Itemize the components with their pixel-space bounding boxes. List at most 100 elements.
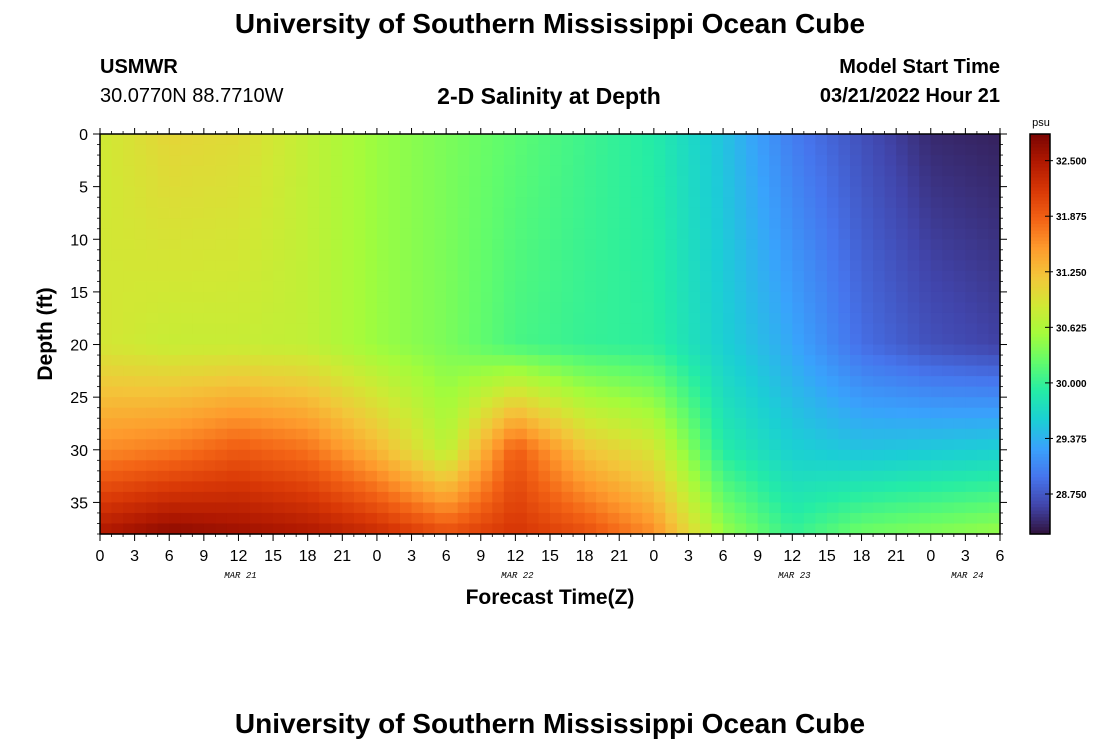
heatmap-cell — [607, 365, 620, 377]
heatmap-cell — [884, 323, 897, 335]
heatmap-cell — [123, 386, 136, 398]
colorbar-segment — [1030, 250, 1050, 255]
heatmap-cell — [584, 186, 597, 198]
heatmap-cell — [215, 344, 228, 356]
heatmap-cell — [296, 449, 309, 461]
heatmap-cell — [203, 291, 216, 304]
heatmap-cell — [434, 323, 447, 335]
heatmap-cell — [907, 165, 920, 177]
heatmap-cell — [619, 228, 632, 240]
heatmap-cell — [296, 134, 309, 146]
heatmap-cell — [307, 176, 320, 188]
heatmap-cell — [261, 239, 274, 251]
heatmap-cell — [861, 512, 874, 525]
heatmap-cell — [596, 281, 609, 293]
heatmap-cell — [157, 512, 170, 525]
heatmap-cell — [226, 418, 240, 430]
heatmap-cell — [573, 312, 586, 325]
heatmap-cell — [688, 502, 701, 514]
heatmap-cell — [976, 270, 990, 282]
heatmap-cell — [953, 512, 966, 525]
heatmap-cell — [607, 428, 620, 440]
heatmap-cell — [261, 281, 274, 293]
heatmap-cell — [850, 418, 863, 430]
heatmap-cell — [330, 249, 343, 261]
heatmap-cell — [734, 239, 747, 251]
colorbar-segment — [1030, 280, 1050, 285]
heatmap-cell — [169, 270, 182, 282]
heatmap-cell — [942, 491, 955, 504]
heatmap-cell — [180, 291, 193, 304]
heatmap-cell — [665, 460, 678, 472]
heatmap-cell — [123, 260, 136, 272]
heatmap-cell — [503, 207, 516, 219]
heatmap-cell — [746, 197, 759, 209]
heatmap-cell — [446, 491, 459, 504]
heatmap-cell — [723, 260, 736, 272]
heatmap-cell — [884, 428, 897, 440]
heatmap-cell — [123, 249, 136, 261]
heatmap-cell — [238, 197, 251, 209]
heatmap-cell — [515, 197, 528, 209]
heatmap-cell — [850, 197, 863, 209]
heatmap-cell — [526, 418, 540, 430]
heatmap-cell — [261, 260, 274, 272]
heatmap-cell — [665, 144, 678, 156]
heatmap-cell — [607, 228, 620, 240]
heatmap-cell — [250, 428, 263, 440]
heatmap-cell — [619, 481, 632, 493]
heatmap-cell — [400, 365, 413, 377]
colorbar-segment — [1030, 407, 1050, 412]
heatmap-cell — [769, 239, 782, 251]
heatmap-cell — [850, 386, 863, 398]
heatmap-cell — [434, 428, 447, 440]
heatmap-cell — [838, 460, 851, 472]
heatmap-cell — [838, 334, 851, 346]
heatmap-cell — [480, 228, 493, 240]
heatmap-cell — [653, 428, 666, 440]
heatmap-cell — [296, 355, 309, 367]
heatmap-cell — [896, 365, 909, 377]
heatmap-cell — [688, 460, 701, 472]
heatmap-cell — [538, 260, 551, 272]
heatmap-cell — [503, 218, 516, 230]
heatmap-cell — [942, 302, 955, 314]
heatmap-cell — [480, 186, 493, 198]
heatmap-cell — [619, 218, 632, 230]
heatmap-cell — [550, 270, 563, 282]
heatmap-cell — [676, 176, 690, 188]
heatmap-cell — [780, 302, 793, 314]
heatmap-cell — [469, 302, 482, 314]
heatmap-cell — [561, 386, 574, 398]
heatmap-cell — [469, 428, 482, 440]
colorbar-segment — [1030, 297, 1050, 302]
heatmap-cell — [653, 344, 666, 356]
heatmap-cell — [826, 155, 840, 167]
colorbar-segment — [1030, 350, 1050, 355]
heatmap-cell — [180, 428, 193, 440]
heatmap-cell — [457, 365, 470, 377]
heatmap-cell — [411, 365, 424, 377]
heatmap-cell — [469, 207, 482, 219]
heatmap-cell — [273, 312, 286, 325]
heatmap-cell — [676, 491, 690, 504]
heatmap-cell — [226, 323, 240, 335]
heatmap-cell — [976, 228, 990, 240]
heatmap-cell — [826, 523, 840, 535]
heatmap-cell — [180, 460, 193, 472]
heatmap-cell — [250, 260, 263, 272]
heatmap-cell — [619, 460, 632, 472]
heatmap-cell — [538, 512, 551, 525]
heatmap-cell — [584, 491, 597, 504]
heatmap-cell — [169, 355, 182, 367]
colorbar-segment — [1030, 317, 1050, 322]
heatmap-cell — [861, 365, 874, 377]
heatmap-cell — [642, 323, 655, 335]
heatmap-cell — [353, 512, 366, 525]
heatmap-cell — [515, 355, 528, 367]
heatmap-cell — [215, 186, 228, 198]
heatmap-cell — [861, 270, 874, 282]
heatmap-cell — [538, 312, 551, 325]
heatmap-cell — [688, 481, 701, 493]
heatmap-cell — [792, 523, 805, 535]
